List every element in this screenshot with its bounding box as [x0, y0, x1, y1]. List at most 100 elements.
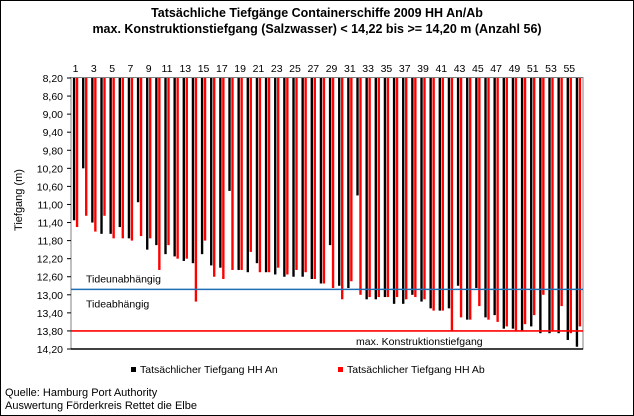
bar-an [118, 78, 121, 228]
bar-an [347, 78, 350, 289]
bar-ab [313, 78, 316, 279]
bar-an [301, 78, 304, 277]
max-draft-label-bg [353, 335, 495, 347]
x-tick-label: 5 [109, 63, 115, 75]
bar-ab [487, 78, 490, 320]
chart-title-line1: Tatsächliche Tiefgänge Containerschiffe … [151, 6, 483, 20]
y-tick-label: 10,20 [37, 163, 63, 175]
x-tick-label: 47 [490, 63, 502, 75]
bar-ab [121, 78, 124, 239]
bar-an [420, 78, 423, 302]
bar-ab [578, 78, 582, 327]
bar-an [484, 78, 487, 318]
bar-an [447, 78, 451, 309]
x-tick-label: 35 [381, 63, 393, 75]
bar-ab [203, 78, 207, 241]
bar-ab [341, 78, 344, 300]
bar-ab [249, 78, 252, 252]
legend-swatch [131, 367, 136, 372]
x-tick-label: 27 [307, 63, 319, 75]
bar-ab [395, 78, 399, 298]
bar-an [274, 78, 277, 275]
y-tick-label: 9,00 [43, 109, 64, 121]
bar-an [502, 78, 505, 329]
bar-an [91, 78, 94, 223]
y-tick-label: 13,00 [37, 290, 63, 302]
bar-an [82, 78, 85, 169]
bar-an [228, 78, 231, 191]
bar-an [429, 78, 432, 309]
bar-ab [75, 78, 79, 228]
x-tick-label: 31 [344, 63, 356, 75]
tide-label-below: Tideabhängig [86, 298, 149, 310]
x-tick-label: 7 [128, 63, 134, 75]
bar-ab [103, 78, 106, 216]
bar-ab [322, 78, 326, 284]
bar-ab [542, 78, 545, 295]
tide-label-below-bg [83, 296, 155, 311]
bar-an [182, 78, 185, 261]
y-tick-label: 9,40 [43, 127, 64, 139]
legend-swatch [338, 367, 343, 372]
y-tick-label: 13,80 [37, 326, 63, 338]
bar-an [548, 78, 551, 334]
bar-an [566, 78, 569, 340]
bar-ab [158, 78, 161, 270]
source-line1: Quelle: Hamburg Port Authority [5, 387, 158, 399]
x-tick-label: 19 [234, 63, 246, 75]
x-tick-label: 25 [289, 63, 301, 75]
bar-an [511, 78, 515, 329]
x-tick-label: 23 [271, 63, 283, 75]
bar-an [191, 78, 195, 264]
bar-an [255, 78, 259, 264]
bar-an [283, 78, 286, 277]
bar-ab [167, 78, 170, 246]
y-tick-label: 9,80 [43, 145, 64, 157]
y-tick-label: 12,20 [37, 254, 63, 266]
bar-ab [277, 78, 280, 268]
bar-ab [405, 78, 408, 300]
bar-an [539, 78, 542, 334]
bar-an [466, 78, 469, 320]
y-tick-label: 8,60 [43, 91, 64, 103]
bar-ab [258, 78, 262, 273]
y-tick-label: 11,40 [38, 218, 64, 230]
bar-ab [523, 78, 527, 325]
y-tick-label: 10,60 [37, 181, 63, 193]
x-tick-label: 3 [91, 63, 97, 75]
bar-an [127, 78, 131, 239]
bar-an [310, 78, 313, 279]
x-tick-label: 55 [563, 63, 575, 75]
bar-an [246, 78, 249, 273]
x-tick-label: 43 [454, 63, 466, 75]
tide-label-above-bg [83, 271, 165, 286]
bar-ab [185, 78, 188, 259]
bar-an [164, 78, 167, 255]
bar-ab [240, 78, 243, 270]
bar-ab [222, 78, 225, 279]
x-tick-label: 37 [399, 63, 411, 75]
bar-an [557, 78, 560, 334]
bar-ab [94, 78, 97, 232]
bar-ab [267, 78, 271, 273]
x-tick-label: 11 [162, 63, 173, 75]
y-tick-label: 14,20 [37, 344, 63, 356]
x-tick-label: 41 [435, 63, 447, 75]
x-tick-label: 29 [326, 63, 338, 75]
bar-ab [368, 78, 371, 298]
bar-an [210, 78, 213, 266]
bar-an [338, 78, 341, 286]
bar-ab [560, 78, 563, 307]
bar-ab [551, 78, 554, 331]
bar-ab [514, 78, 518, 331]
x-tick-label: 49 [509, 63, 521, 75]
bar-an [520, 78, 524, 331]
bar-an [402, 78, 405, 304]
bar-ab [295, 78, 298, 270]
bar-ab [213, 78, 216, 277]
bar-ab [176, 78, 179, 259]
x-tick-label: 13 [179, 63, 191, 75]
y-tick-label: 11,00 [38, 199, 64, 211]
